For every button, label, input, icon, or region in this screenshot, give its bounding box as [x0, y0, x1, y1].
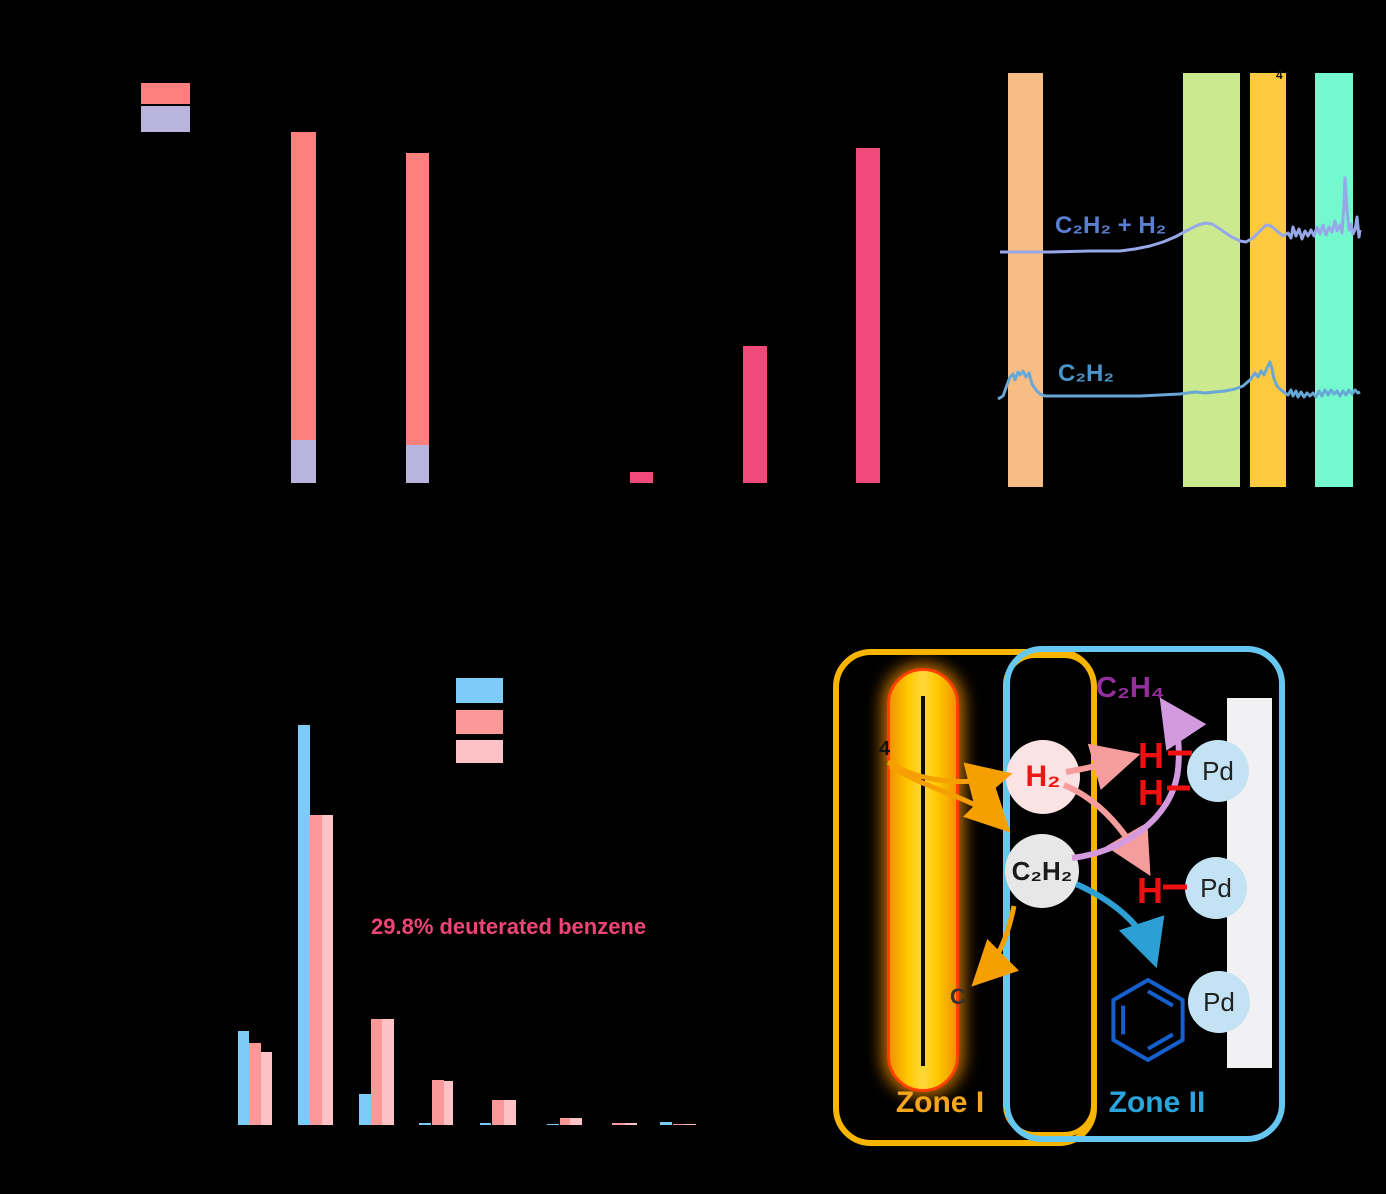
- h-atom-label-1: H: [1138, 735, 1164, 776]
- bar: [261, 1052, 272, 1125]
- bar: [504, 1100, 516, 1125]
- amber-band-text-fragment: 4: [1276, 68, 1283, 82]
- h2-molecule-circle: [1006, 740, 1080, 814]
- bar: [291, 440, 316, 483]
- bar: [406, 153, 429, 445]
- bar: [359, 1094, 371, 1125]
- zone2-label: Zone II: [1108, 1086, 1206, 1119]
- spectrum-label-c2h2-h2: C₂H₂ + H₂: [1055, 212, 1167, 239]
- bar: [298, 725, 310, 1125]
- zone1-label: Zone I: [895, 1086, 985, 1119]
- pd-site-circle-1: Pd: [1187, 740, 1249, 802]
- spectrum-label-c2h2: C₂H₂: [1058, 360, 1114, 387]
- bar: [660, 1122, 672, 1125]
- bar: [673, 1124, 684, 1125]
- bar: [1250, 73, 1286, 487]
- text-fragment-c: C: [950, 984, 966, 1009]
- arrow-tube-to-c2h2: [888, 763, 1011, 833]
- spectrum-line-c2h2-h2: [1000, 176, 1362, 254]
- h-atom-label-3: H: [1137, 870, 1163, 911]
- bar: [291, 132, 316, 440]
- panel-d-legend-swatch-salmon: [456, 710, 503, 734]
- bar: [630, 472, 653, 483]
- bar: [492, 1100, 504, 1125]
- h2-label: H₂: [1025, 760, 1061, 793]
- spectrum-line-c2h2: [997, 360, 1361, 401]
- h-atom-label-2: H: [1138, 772, 1164, 813]
- bar: [432, 1080, 444, 1125]
- bar: [249, 1043, 261, 1125]
- panel-d-legend-swatch-blue: [456, 678, 503, 703]
- bar: [444, 1081, 453, 1125]
- bar: [625, 1123, 637, 1125]
- bar: [743, 346, 767, 483]
- bar: [684, 1124, 696, 1125]
- bar: [1008, 73, 1043, 487]
- bar: [382, 1019, 394, 1125]
- c2h2-molecule-circle: [1005, 834, 1079, 908]
- bar: [406, 445, 429, 483]
- arrow-c2h2-down-left: [971, 905, 1020, 987]
- arrow-h2-to-h-top: [1065, 743, 1141, 790]
- c2h2-label: C₂H₂: [1011, 855, 1073, 886]
- bar: [480, 1123, 491, 1125]
- panel-a-legend-swatch-purple: [141, 106, 190, 132]
- bar: [1315, 73, 1353, 487]
- bar: [856, 148, 880, 483]
- bar: [419, 1123, 431, 1125]
- panel-a-legend-swatch-salmon: [141, 83, 190, 104]
- arrow-c2h2-to-benzene: [1074, 881, 1165, 969]
- pd-site-circle-3: Pd: [1188, 971, 1250, 1033]
- bar: [238, 1031, 249, 1125]
- bar: [570, 1118, 582, 1125]
- bar: [612, 1123, 625, 1125]
- benzene-ring-icon: [1111, 977, 1185, 1063]
- bar: [547, 1124, 559, 1125]
- bar: [560, 1118, 570, 1125]
- tube-text-fragment-4: 4: [879, 738, 891, 760]
- bar: [310, 815, 322, 1125]
- panel-d-legend-swatch-pink: [456, 740, 503, 763]
- bar: [1183, 73, 1240, 487]
- bar: [371, 1019, 382, 1125]
- arrow-h2-to-h-bottom: [1062, 782, 1151, 876]
- filament-line: [921, 696, 925, 1066]
- deuterated-benzene-annotation: 29.8% deuterated benzene: [371, 914, 647, 939]
- bar: [322, 815, 333, 1125]
- pd-site-circle-2: Pd: [1185, 857, 1247, 919]
- arrow-tube-to-h2: [886, 759, 1013, 807]
- zone2-box: [1004, 646, 1285, 1142]
- c2h4-label: C₂H₄: [1096, 672, 1165, 704]
